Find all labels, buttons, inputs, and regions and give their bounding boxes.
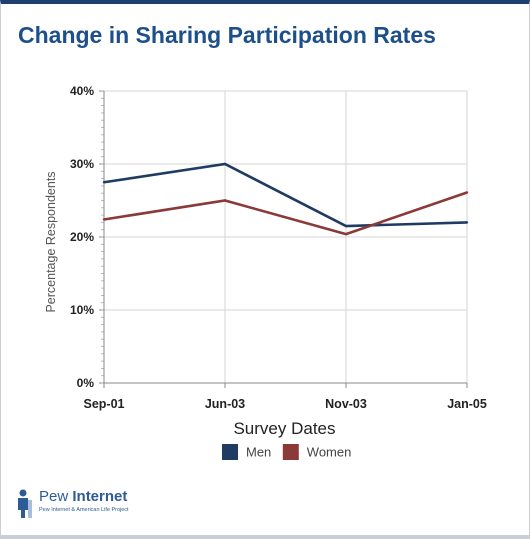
logo-tagline: Pew Internet & American Life Project — [39, 507, 129, 513]
series-line-men — [103, 162, 468, 228]
y-tick-label: 10% — [70, 303, 94, 317]
legend-label-men: Men — [246, 445, 271, 460]
data-point-women — [465, 191, 469, 194]
pew-internet-logo: Pew Internet Pew Internet & American Lif… — [14, 486, 154, 520]
y-axis-label: Percentage Respondents — [44, 171, 58, 312]
data-point-men — [344, 224, 348, 228]
logo-wordmark: Pew Internet — [39, 488, 127, 505]
x-tick-label: Jan-05 — [447, 397, 487, 411]
x-axis-label: Survey Dates — [233, 419, 335, 438]
chart-title: Change in Sharing Participation Rates — [18, 22, 436, 48]
data-point-women — [102, 218, 106, 221]
y-tick-label: 40% — [70, 84, 94, 98]
logo-word-pew: Pew — [39, 488, 69, 505]
legend: Men Women — [222, 444, 351, 460]
x-tick-label: Jun-03 — [205, 397, 245, 411]
data-point-men — [223, 162, 227, 166]
legend-swatch-men — [222, 444, 238, 460]
y-axis: 0% 10% 20% 30% 40% — [70, 84, 105, 390]
logo-word-internet: Internet — [72, 488, 128, 505]
data-point-men — [465, 221, 469, 224]
x-tick-label: Nov-03 — [325, 397, 367, 411]
bottom-border — [0, 535, 530, 539]
y-tick-label: 0% — [77, 376, 95, 390]
gridlines — [103, 90, 468, 384]
data-point-women — [223, 199, 227, 202]
legend-label-women: Women — [307, 445, 352, 460]
x-tick-label: Sep-01 — [84, 397, 125, 411]
series-lines — [102, 162, 469, 236]
data-point-women — [344, 232, 348, 236]
y-tick-label: 20% — [70, 230, 94, 244]
person-icon — [18, 489, 32, 518]
x-axis: Sep-01 Jun-03 Nov-03 Jan-05 — [84, 382, 487, 411]
series-line-women — [103, 191, 468, 236]
legend-swatch-women — [282, 444, 299, 460]
data-point-men — [102, 181, 106, 184]
y-tick-label: 30% — [70, 157, 94, 171]
